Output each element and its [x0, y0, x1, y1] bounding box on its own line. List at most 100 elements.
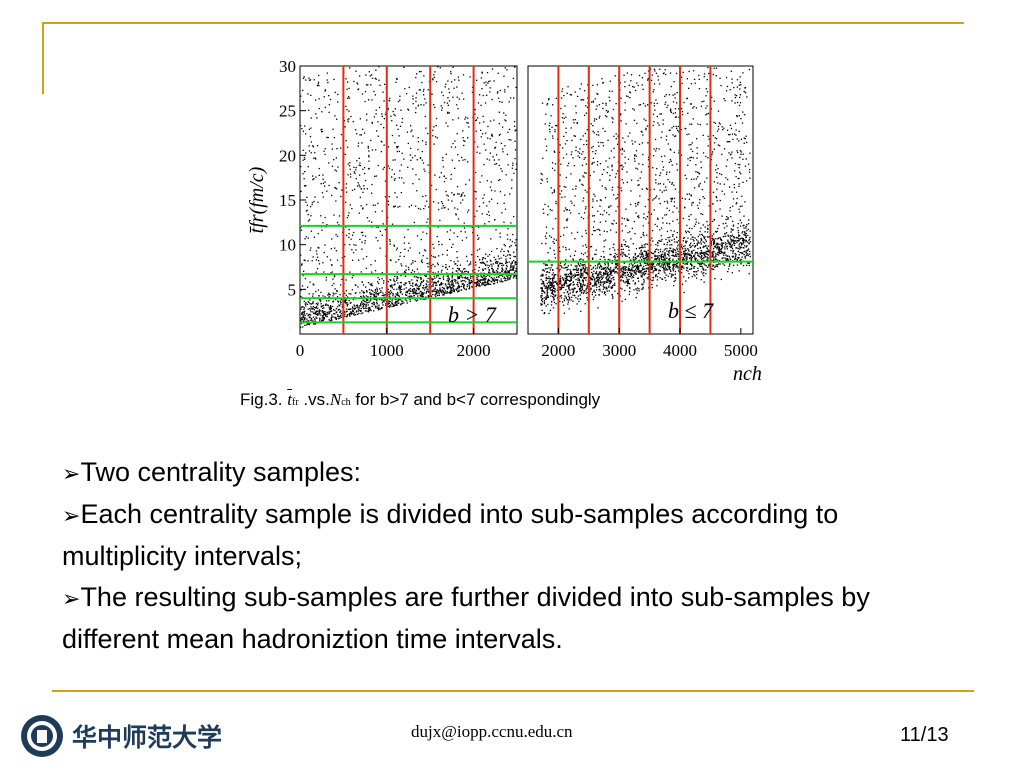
left-scatter-point [377, 281, 379, 283]
right-scatter-point [713, 251, 715, 253]
right-scatter-point [660, 265, 662, 267]
left-scatter-point [488, 269, 490, 271]
right-scatter-point [597, 210, 599, 212]
right-scatter-point [606, 270, 608, 272]
right-scatter-point [552, 279, 554, 281]
right-scatter-point [605, 160, 607, 162]
right-scatter-point [620, 97, 622, 99]
left-scatter-point [396, 291, 399, 294]
left-scatter-point [304, 238, 306, 240]
right-scatter-point [685, 177, 688, 180]
right-scatter-point [641, 188, 643, 190]
left-scatter-point [371, 99, 373, 101]
left-scatter-point [383, 294, 385, 296]
left-scatter-point [508, 254, 511, 256]
left-scatter-point [371, 284, 373, 287]
right-scatter-point [603, 272, 605, 274]
left-scatter-point [462, 199, 464, 201]
right-scatter-point [637, 184, 639, 186]
right-scatter-point [646, 125, 649, 127]
left-scatter-point [372, 204, 374, 206]
left-scatter-point [357, 83, 359, 85]
left-scatter-point [314, 312, 316, 314]
right-scatter-point [673, 184, 675, 186]
right-scatter-point [691, 204, 693, 206]
right-scatter-point [736, 150, 738, 152]
left-scatter-point [412, 260, 414, 262]
left-scatter-point [490, 280, 492, 282]
right-scatter-point [702, 234, 704, 237]
left-scatter-point [358, 184, 360, 186]
right-scatter-point [700, 279, 702, 281]
left-scatter-point [318, 74, 320, 77]
left-scatter-point [323, 96, 325, 98]
right-scatter-point [674, 279, 676, 282]
left-scatter-point [437, 280, 440, 282]
right-scatter-point [726, 159, 728, 161]
left-scatter-point [426, 257, 428, 259]
right-scatter-point [718, 263, 720, 265]
left-scatter-point [490, 263, 492, 265]
right-scatter-point [584, 263, 586, 266]
left-scatter-point [362, 191, 364, 193]
left-scatter-point [450, 173, 452, 176]
left-scatter-point [397, 302, 399, 304]
left-scatter-point [458, 98, 460, 100]
left-scatter-point [501, 270, 503, 272]
left-scatter-point [468, 284, 470, 287]
left-scatter-point [501, 126, 504, 128]
right-scatter-point [622, 137, 624, 139]
left-scatter-point [510, 263, 512, 265]
right-scatter-point [594, 195, 596, 197]
right-scatter-point [594, 253, 596, 255]
right-scatter-point [696, 242, 698, 245]
left-scatter-point [466, 260, 468, 262]
left-scatter-point [439, 176, 441, 178]
right-scatter-point [733, 187, 736, 189]
left-scatter-point [397, 282, 399, 284]
left-scatter-point [450, 292, 452, 294]
right-scatter-point [650, 244, 652, 246]
right-scatter-point [638, 74, 641, 77]
left-scatter-point [439, 289, 441, 292]
left-scatter-point [481, 133, 484, 135]
right-scatter-point [691, 250, 693, 252]
left-scatter-point [505, 261, 507, 263]
left-scatter-point [432, 135, 434, 137]
right-scatter-point [615, 103, 617, 105]
right-scatter-point [621, 255, 623, 257]
left-scatter-point [432, 293, 434, 296]
left-scatter-point [380, 290, 382, 292]
left-scatter-point [409, 282, 411, 285]
left-scatter-point [382, 223, 384, 225]
right-scatter-point [565, 297, 568, 299]
left-scatter-point [464, 231, 466, 233]
right-scatter-point [596, 267, 598, 269]
left-scatter-point [321, 130, 324, 133]
left-scatter-point [433, 290, 435, 292]
left-scatter-point [456, 104, 458, 106]
left-scatter-point [359, 134, 361, 136]
right-scatter-point [749, 168, 751, 171]
right-scatter-point [541, 273, 543, 276]
left-scatter-point [379, 230, 381, 232]
left-scatter-point [407, 266, 410, 269]
left-scatter-point [312, 311, 314, 313]
right-scatter-point [556, 289, 558, 291]
left-scatter-point [464, 118, 466, 120]
left-scatter-point [313, 178, 315, 180]
right-scatter-point [576, 95, 579, 98]
right-scatter-point [692, 107, 694, 109]
right-scatter-point [675, 277, 677, 280]
right-scatter-point [718, 251, 720, 253]
left-scatter-point [425, 102, 427, 104]
left-scatter-point [481, 71, 483, 73]
right-scatter-point [625, 241, 627, 243]
right-scatter-point [675, 116, 677, 118]
left-scatter-point [308, 150, 311, 152]
left-scatter-point [503, 75, 505, 77]
right-scatter-point [681, 111, 684, 113]
left-scatter-point [498, 134, 501, 136]
right-scatter-point [729, 89, 731, 91]
left-scatter-point [303, 185, 306, 187]
